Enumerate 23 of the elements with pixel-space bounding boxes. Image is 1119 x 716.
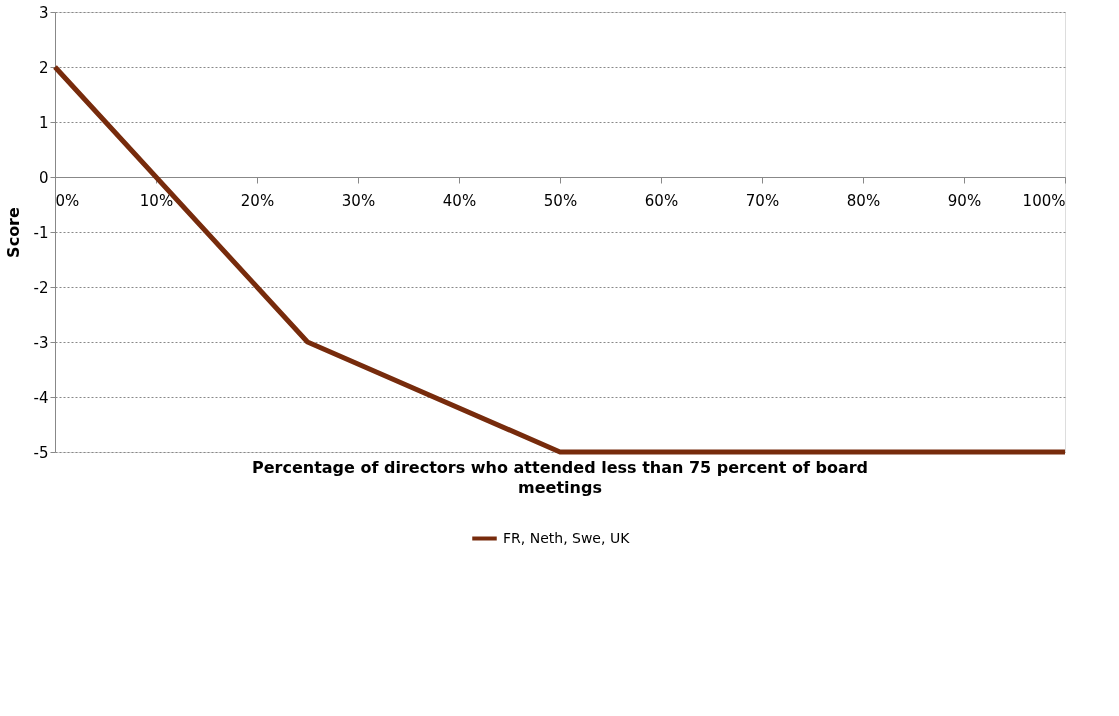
y-tick-label: -2 bbox=[33, 278, 49, 297]
y-tick-label: -4 bbox=[33, 388, 49, 407]
x-tick-label: 90% bbox=[947, 191, 982, 210]
x-tick-label: 30% bbox=[341, 191, 376, 210]
y-tick-label: -5 bbox=[33, 443, 49, 462]
x-tick-label: 70% bbox=[745, 191, 780, 210]
x-tick-label: 40% bbox=[442, 191, 477, 210]
x-tick-label: 100% bbox=[1022, 191, 1066, 210]
y-tick-label: 1 bbox=[38, 113, 49, 132]
legend-label: FR, Neth, Swe, UK bbox=[503, 529, 631, 546]
x-tick-label: 0% bbox=[55, 191, 80, 210]
x-tick-label: 60% bbox=[644, 191, 679, 210]
y-tick-label: 3 bbox=[38, 3, 49, 22]
y-tick-label: -1 bbox=[33, 223, 49, 242]
x-tick-label: 20% bbox=[240, 191, 275, 210]
y-tick-label: -3 bbox=[33, 333, 49, 352]
y-axis-title: Score bbox=[3, 206, 23, 258]
y-tick-label: 2 bbox=[38, 58, 49, 77]
x-tick-label: 50% bbox=[543, 191, 578, 210]
x-tick-label: 10% bbox=[139, 191, 174, 210]
y-tick-label: 0 bbox=[38, 168, 49, 187]
x-tick-label: 80% bbox=[846, 191, 881, 210]
x-axis-title: Percentage of directors who attended less than 75 percent of board meetings bbox=[251, 458, 869, 497]
